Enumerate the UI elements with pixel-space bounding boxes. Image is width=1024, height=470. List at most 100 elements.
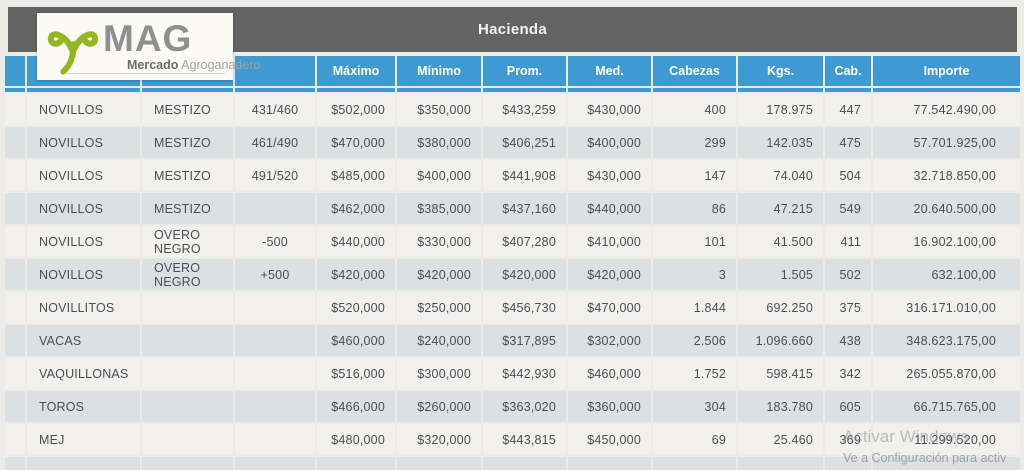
cell-category: TOROS — [27, 391, 140, 422]
page-title: Hacienda — [477, 21, 548, 38]
cell-category: MEJ — [27, 424, 140, 455]
cell-spacer — [5, 259, 25, 290]
cell-cab: 605 — [825, 391, 871, 422]
cell-maximo: $480,000 — [317, 424, 395, 455]
column-header-weight-range — [235, 56, 315, 86]
cell-weight-range — [235, 325, 315, 356]
cell-cab: 369 — [825, 424, 871, 455]
cell-empty — [873, 457, 1020, 470]
table-row-partial — [5, 457, 1020, 470]
cell-cab: 504 — [825, 160, 871, 191]
cell-cabezas: 69 — [653, 424, 736, 455]
cell-maximo: $516,000 — [317, 358, 395, 389]
header-strip-cell — [317, 88, 395, 92]
table-row: NOVILLOS MESTIZO 461/490 $470,000 $380,000 $4… — [5, 127, 1020, 158]
cell-cab: 411 — [825, 226, 871, 257]
cell-cab: 549 — [825, 193, 871, 224]
cell-med: $430,000 — [568, 94, 651, 125]
cell-subcategory: MESTIZO — [142, 94, 233, 125]
cell-category: NOVILLITOS — [27, 292, 140, 323]
cell-kgs: 692.250 — [738, 292, 823, 323]
cell-prom: $363,020 — [483, 391, 566, 422]
cell-category: VAQUILLONAS — [27, 358, 140, 389]
cell-prom: $317,895 — [483, 325, 566, 356]
table-row: TOROS $466,000 $260,000 $363,020 $360,000 304… — [5, 391, 1020, 422]
cell-weight-range: +500 — [235, 259, 315, 290]
cell-prom: $433,259 — [483, 94, 566, 125]
cell-subcategory: MESTIZO — [142, 160, 233, 191]
cell-minimo: $400,000 — [397, 160, 481, 191]
cell-weight-range: 461/490 — [235, 127, 315, 158]
cell-importe: 632.100,00 — [873, 259, 1020, 290]
table-body: NOVILLOS MESTIZO 431/460 $502,000 $350,000 $4… — [5, 94, 1020, 470]
cell-minimo: $300,000 — [397, 358, 481, 389]
table-row: NOVILLOS OVERO NEGRO -500 $440,000 $330,000 $… — [5, 226, 1020, 257]
cell-weight-range — [235, 424, 315, 455]
cell-category: NOVILLOS — [27, 127, 140, 158]
cell-importe: 20.640.500,00 — [873, 193, 1020, 224]
cell-category: NOVILLOS — [27, 94, 140, 125]
table-row: NOVILLOS MESTIZO 491/520 $485,000 $400,000 $4… — [5, 160, 1020, 191]
cell-prom: $420,000 — [483, 259, 566, 290]
cell-med: $410,000 — [568, 226, 651, 257]
cell-importe: 32.718.850,00 — [873, 160, 1020, 191]
cell-minimo: $260,000 — [397, 391, 481, 422]
cell-med: $440,000 — [568, 193, 651, 224]
cell-subcategory — [142, 292, 233, 323]
cell-prom: $437,160 — [483, 193, 566, 224]
cell-category: NOVILLOS — [27, 160, 140, 191]
cell-maximo: $462,000 — [317, 193, 395, 224]
cell-cab: 375 — [825, 292, 871, 323]
cell-cabezas: 299 — [653, 127, 736, 158]
cell-maximo: $460,000 — [317, 325, 395, 356]
cell-minimo: $240,000 — [397, 325, 481, 356]
cell-maximo: $502,000 — [317, 94, 395, 125]
column-header-spacer — [5, 56, 25, 86]
cell-cabezas: 101 — [653, 226, 736, 257]
cell-empty — [142, 457, 233, 470]
header-strip-cell — [27, 88, 140, 92]
cell-subcategory — [142, 325, 233, 356]
cell-minimo: $420,000 — [397, 259, 481, 290]
cell-importe: 16.902.100,00 — [873, 226, 1020, 257]
cell-weight-range: -500 — [235, 226, 315, 257]
cell-subcategory: OVERO NEGRO — [142, 259, 233, 290]
cell-minimo: $385,000 — [397, 193, 481, 224]
cell-category: VACAS — [27, 325, 140, 356]
cell-prom: $406,251 — [483, 127, 566, 158]
cell-kgs: 41.500 — [738, 226, 823, 257]
mag-logo-card: MAG Mercado Agroganadero — [37, 13, 260, 80]
cell-prom: $441,908 — [483, 160, 566, 191]
column-header-maximo: Máximo — [317, 56, 395, 86]
cell-maximo: $466,000 — [317, 391, 395, 422]
column-header-minimo: Mínimo — [397, 56, 481, 86]
column-header-kgs: Kgs. — [738, 56, 823, 86]
cell-subcategory: MESTIZO — [142, 127, 233, 158]
cell-spacer — [5, 94, 25, 125]
table-row: NOVILLOS MESTIZO 431/460 $502,000 $350,000 $4… — [5, 94, 1020, 125]
header-strip-cell — [825, 88, 871, 92]
column-header-cabezas: Cabezas — [653, 56, 736, 86]
cell-minimo: $320,000 — [397, 424, 481, 455]
cell-subcategory — [142, 424, 233, 455]
header-strip-cell — [483, 88, 566, 92]
cattle-head-icon — [47, 30, 99, 75]
cell-med: $400,000 — [568, 127, 651, 158]
cell-cabezas: 2.506 — [653, 325, 736, 356]
brand-name: MAG — [103, 17, 193, 59]
header-strip-cell — [235, 88, 315, 92]
cell-minimo: $330,000 — [397, 226, 481, 257]
cell-med: $470,000 — [568, 292, 651, 323]
table-row: NOVILLITOS $520,000 $250,000 $456,730 $470,0… — [5, 292, 1020, 323]
brand-subtitle: Mercado Agroganadero — [127, 57, 261, 72]
cell-category: NOVILLOS — [27, 259, 140, 290]
cell-maximo: $485,000 — [317, 160, 395, 191]
cell-cab: 502 — [825, 259, 871, 290]
cell-spacer — [5, 424, 25, 455]
cell-spacer — [5, 160, 25, 191]
cell-empty — [568, 457, 651, 470]
header-strip-cell — [568, 88, 651, 92]
cell-importe: 11.299.520,00 — [873, 424, 1020, 455]
table-header-strip — [5, 88, 1020, 92]
cell-med: $420,000 — [568, 259, 651, 290]
